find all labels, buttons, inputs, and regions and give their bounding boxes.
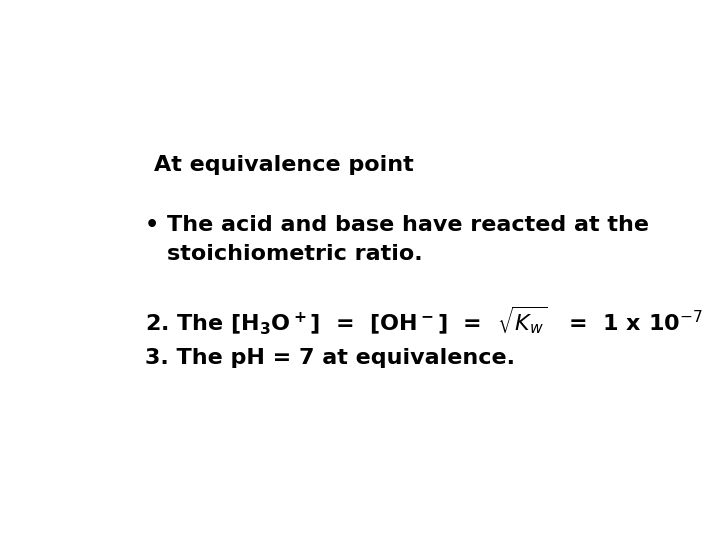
Text: The acid and base have reacted at the: The acid and base have reacted at the bbox=[167, 215, 649, 235]
Text: 3. The pH = 7 at equivalence.: 3. The pH = 7 at equivalence. bbox=[145, 348, 515, 368]
Text: •: • bbox=[145, 215, 159, 235]
Text: At equivalence point: At equivalence point bbox=[154, 154, 414, 174]
Text: stoichiometric ratio.: stoichiometric ratio. bbox=[167, 244, 423, 264]
Text: 2. The $\mathregular{[H_3O^+]}$  =  $\mathregular{[OH^-]}$  =  $\sqrt{K_w}$   = : 2. The $\mathregular{[H_3O^+]}$ = $\math… bbox=[145, 305, 720, 336]
